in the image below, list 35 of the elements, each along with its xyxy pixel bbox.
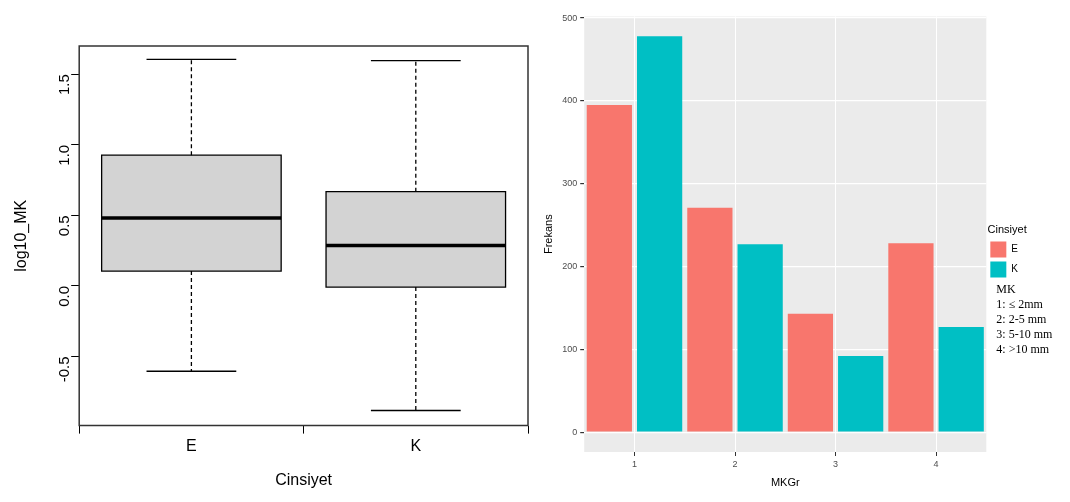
bar — [636, 36, 683, 432]
y-tick-label: 0 — [572, 426, 578, 437]
text: 4: >10 mm — [996, 342, 1050, 357]
y-tick-label: 1.0 — [55, 144, 73, 166]
text: 3: 5-10 mm — [996, 327, 1053, 342]
bar — [888, 243, 934, 432]
legend-label: K — [1011, 263, 1019, 275]
bar — [586, 105, 632, 432]
y-tick-label: 0.0 — [55, 285, 73, 307]
y-tick-label: -0.5 — [55, 356, 73, 383]
bar — [737, 244, 783, 432]
bar — [938, 326, 984, 432]
legend-label: E — [1011, 243, 1019, 255]
x-tick-label: 3 — [833, 458, 839, 469]
y-tick-label: 300 — [562, 178, 578, 189]
x-axis-title: MKGr — [770, 476, 800, 489]
bar — [787, 313, 834, 432]
y-tick-label: 1.5 — [55, 74, 73, 96]
y-axis-title: Frekans — [541, 213, 554, 255]
bar — [687, 207, 733, 432]
legend-title: Cinsiyet — [987, 222, 1027, 235]
text: 1: ≤ 2mm — [996, 297, 1044, 312]
y-tick-label: 200 — [562, 260, 578, 271]
y-axis-title: log10_MK — [12, 199, 31, 272]
x-tick-label: 4 — [933, 458, 939, 469]
x-tick-label: 1 — [631, 458, 637, 469]
text: 2: 2-5 mm — [996, 312, 1047, 327]
x-axis-title: Cinsiyet — [275, 470, 333, 488]
y-tick-label: 400 — [562, 95, 578, 106]
bar — [838, 355, 884, 432]
text: MK — [996, 282, 1016, 297]
y-tick-label: 0.5 — [55, 215, 73, 237]
x-tick-label: 2 — [732, 458, 738, 469]
y-tick-label: 100 — [562, 343, 578, 354]
y-tick-label: 500 — [562, 12, 578, 23]
